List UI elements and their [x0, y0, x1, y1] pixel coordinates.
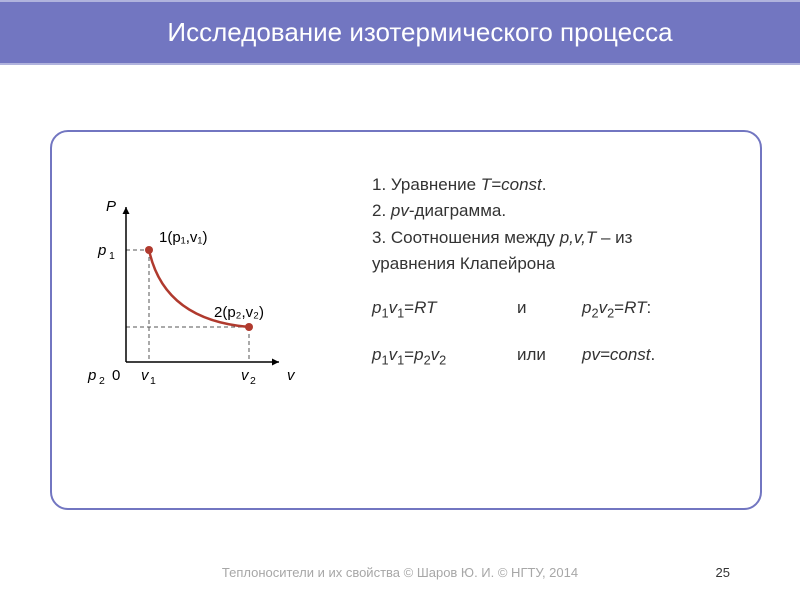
spacer: [372, 277, 748, 291]
t3-it: p,v,T: [560, 228, 597, 247]
equation-row-1: p1v1=RT и p2v2=RT:: [372, 295, 748, 323]
svg-text:p: p: [97, 242, 106, 259]
t2-post: -диаграмма.: [409, 201, 506, 220]
t1-eq: T=const: [481, 175, 542, 194]
t3-pre: 3. Соотношения между: [372, 228, 560, 247]
t2-pre: 2.: [372, 201, 391, 220]
svg-text:1(p₁,v₁): 1(p₁,v₁): [159, 229, 207, 246]
header: Исследование изотермического процесса: [0, 0, 800, 65]
svg-text:2(p₂,v₂): 2(p₂,v₂): [214, 304, 264, 321]
svg-text:2: 2: [99, 375, 105, 387]
t1-post: .: [542, 175, 547, 194]
svg-text:v: v: [287, 367, 296, 384]
t1-pre: 1. Уравнение: [372, 175, 481, 194]
content-panel: Pvp1p20v1v21(p₁,v₁)2(p₂,v₂) 1. Уравнение…: [50, 130, 762, 510]
spacer: [372, 324, 748, 338]
svg-text:v: v: [241, 367, 250, 384]
text-line-1: 1. Уравнение T=const.: [372, 172, 748, 198]
text-line-4: уравнения Клапейрона: [372, 251, 748, 277]
svg-text:2: 2: [250, 375, 256, 387]
page-number: 25: [716, 565, 730, 580]
page-title: Исследование изотермического процесса: [60, 16, 780, 49]
eq1-mid: и: [517, 295, 582, 323]
equation-row-2: p1v1=p2v2 или pv=const.: [372, 342, 748, 370]
text-block: 1. Уравнение T=const. 2. pv-диаграмма. 3…: [372, 172, 748, 370]
t2-it: pv: [391, 201, 409, 220]
svg-text:1: 1: [150, 375, 156, 387]
svg-text:v: v: [141, 367, 150, 384]
text-line-3: 3. Соотношения между p,v,T – из: [372, 225, 748, 251]
svg-text:p: p: [87, 367, 96, 384]
svg-text:1: 1: [109, 250, 115, 262]
svg-text:P: P: [106, 198, 116, 215]
t3-post: – из: [596, 228, 632, 247]
footer-credit: Теплоносители и их свойства © Шаров Ю. И…: [0, 565, 800, 580]
pv-diagram: Pvp1p20v1v21(p₁,v₁)2(p₂,v₂): [64, 192, 354, 422]
graph-svg: Pvp1p20v1v21(p₁,v₁)2(p₂,v₂): [64, 192, 354, 422]
eq2-mid: или: [517, 342, 582, 370]
svg-text:0: 0: [112, 367, 120, 384]
text-line-2: 2. pv-диаграмма.: [372, 198, 748, 224]
